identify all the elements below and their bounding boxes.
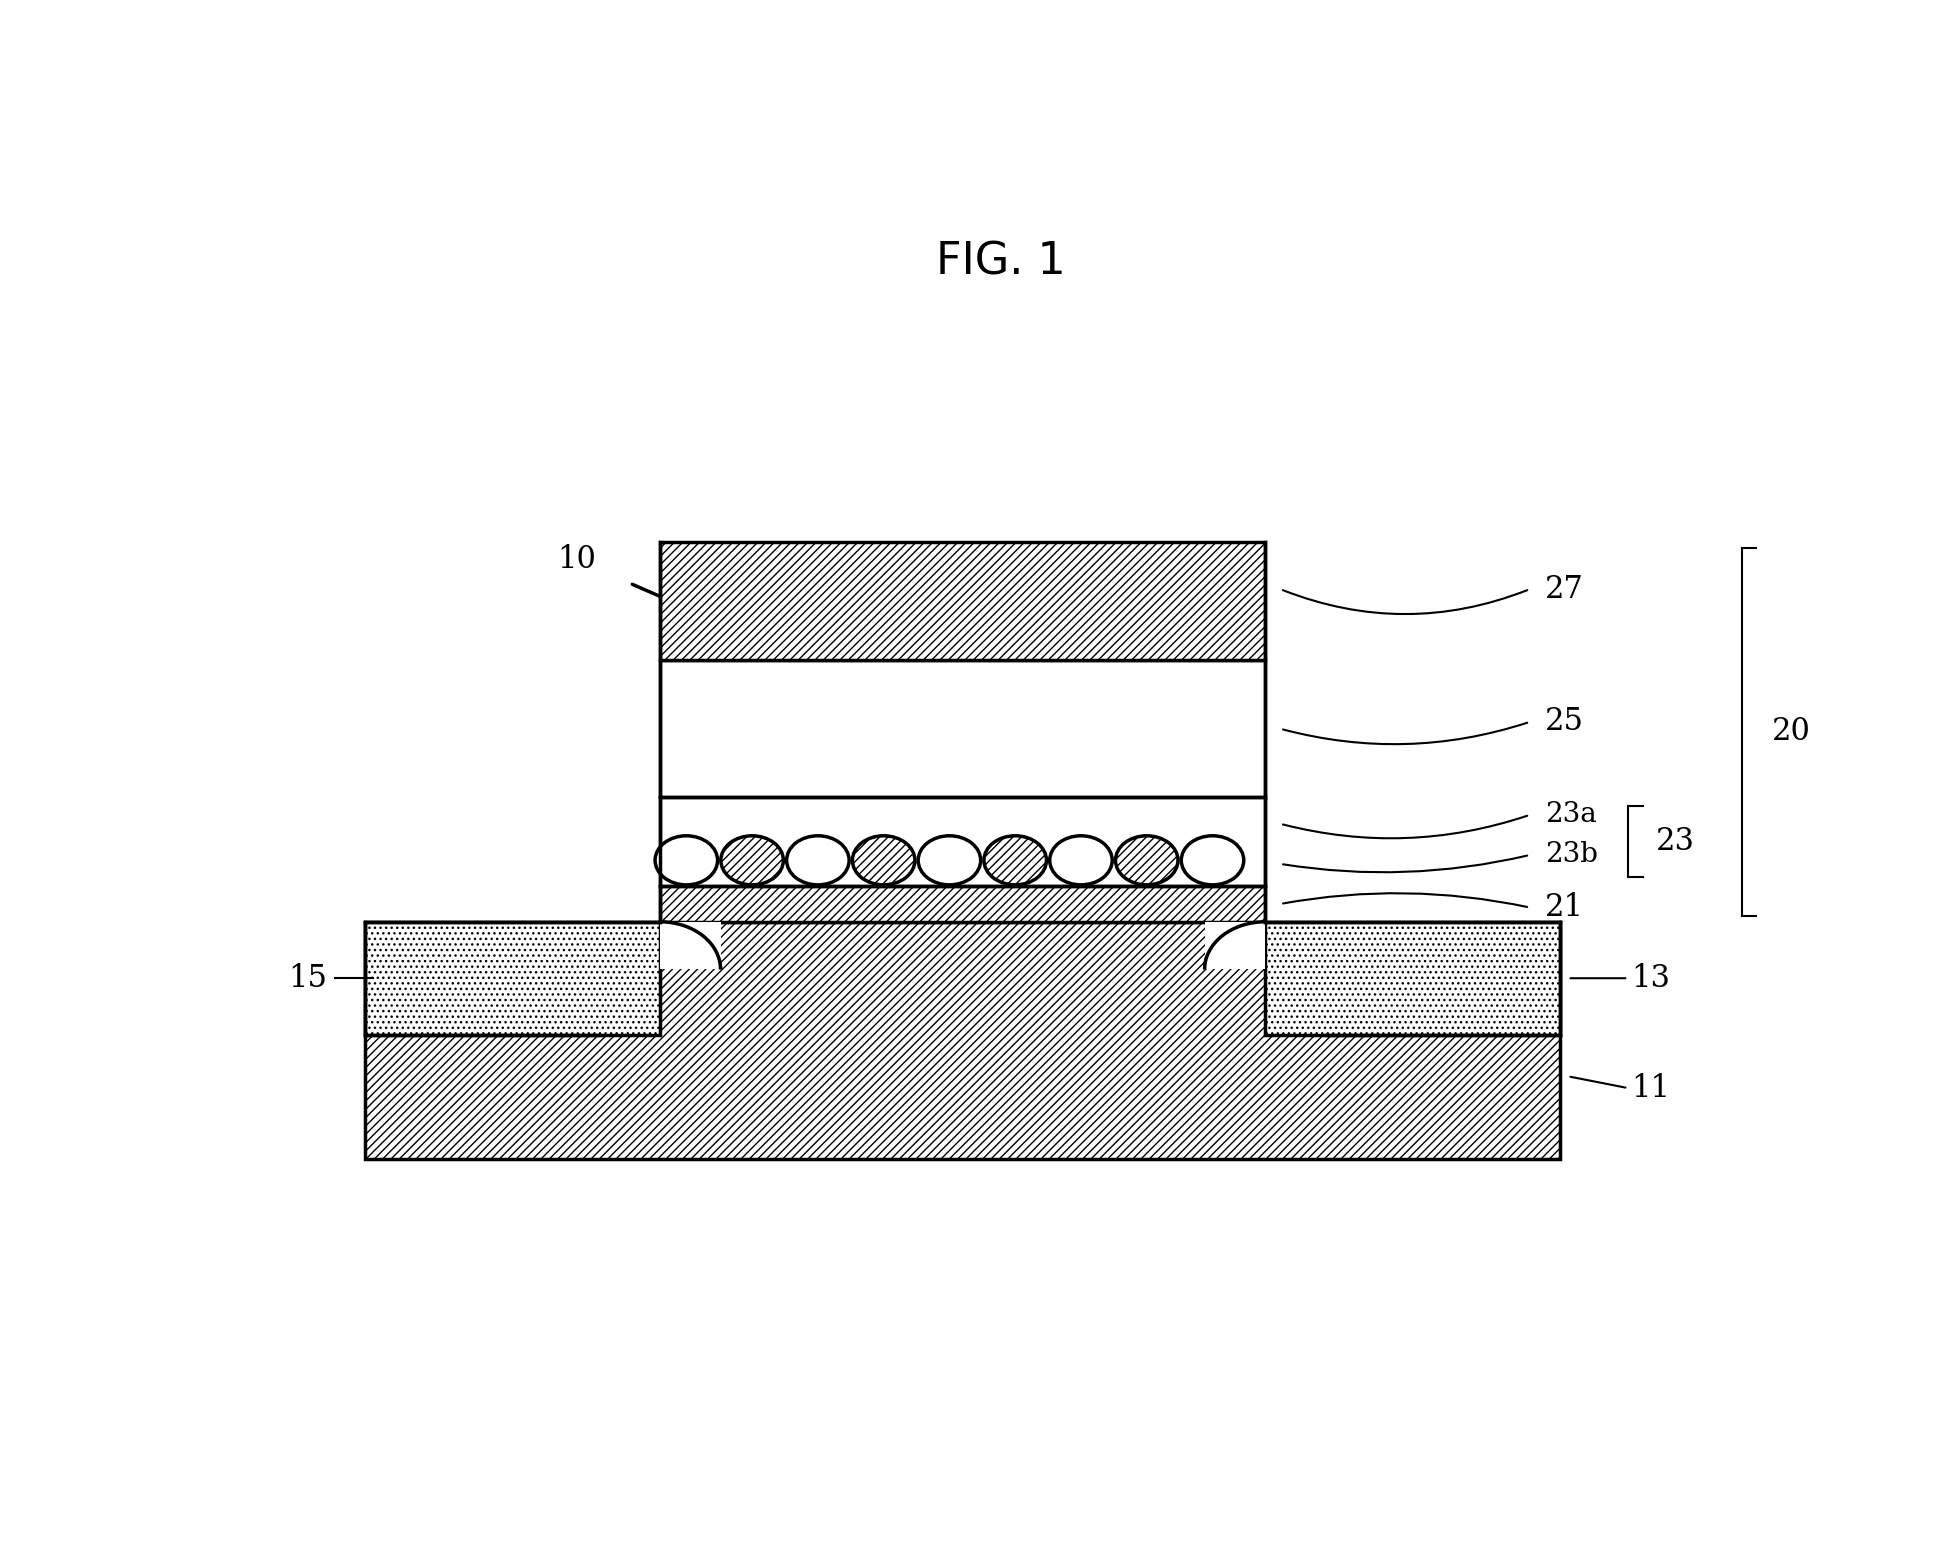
Circle shape bbox=[720, 836, 783, 884]
Bar bbox=[365, 921, 660, 1035]
Text: 23: 23 bbox=[1655, 826, 1694, 856]
Circle shape bbox=[1181, 836, 1243, 884]
Text: 11: 11 bbox=[1632, 1072, 1671, 1103]
Circle shape bbox=[853, 836, 915, 884]
Text: 27: 27 bbox=[1546, 574, 1583, 605]
Circle shape bbox=[984, 836, 1046, 884]
Circle shape bbox=[917, 836, 980, 884]
Circle shape bbox=[720, 836, 783, 884]
Text: 25: 25 bbox=[1546, 707, 1583, 738]
Circle shape bbox=[1115, 836, 1177, 884]
Circle shape bbox=[656, 836, 718, 884]
Text: 21: 21 bbox=[1546, 892, 1583, 923]
Circle shape bbox=[853, 836, 915, 884]
Text: 15: 15 bbox=[289, 963, 328, 994]
Bar bbox=[365, 921, 1560, 1159]
Circle shape bbox=[1050, 836, 1113, 884]
Circle shape bbox=[787, 836, 849, 884]
Text: 10: 10 bbox=[558, 545, 595, 576]
Bar bbox=[660, 886, 1265, 921]
Circle shape bbox=[1115, 836, 1177, 884]
Text: 23a: 23a bbox=[1546, 801, 1597, 829]
Bar bbox=[660, 921, 720, 969]
Bar bbox=[1204, 921, 1265, 969]
Text: 23b: 23b bbox=[1546, 841, 1599, 869]
Text: 13: 13 bbox=[1632, 963, 1671, 994]
Bar bbox=[660, 660, 1265, 798]
Bar bbox=[660, 542, 1265, 660]
Circle shape bbox=[984, 836, 1046, 884]
Text: 20: 20 bbox=[1772, 716, 1811, 747]
Bar bbox=[1265, 921, 1560, 1035]
Text: FIG. 1: FIG. 1 bbox=[935, 241, 1066, 284]
